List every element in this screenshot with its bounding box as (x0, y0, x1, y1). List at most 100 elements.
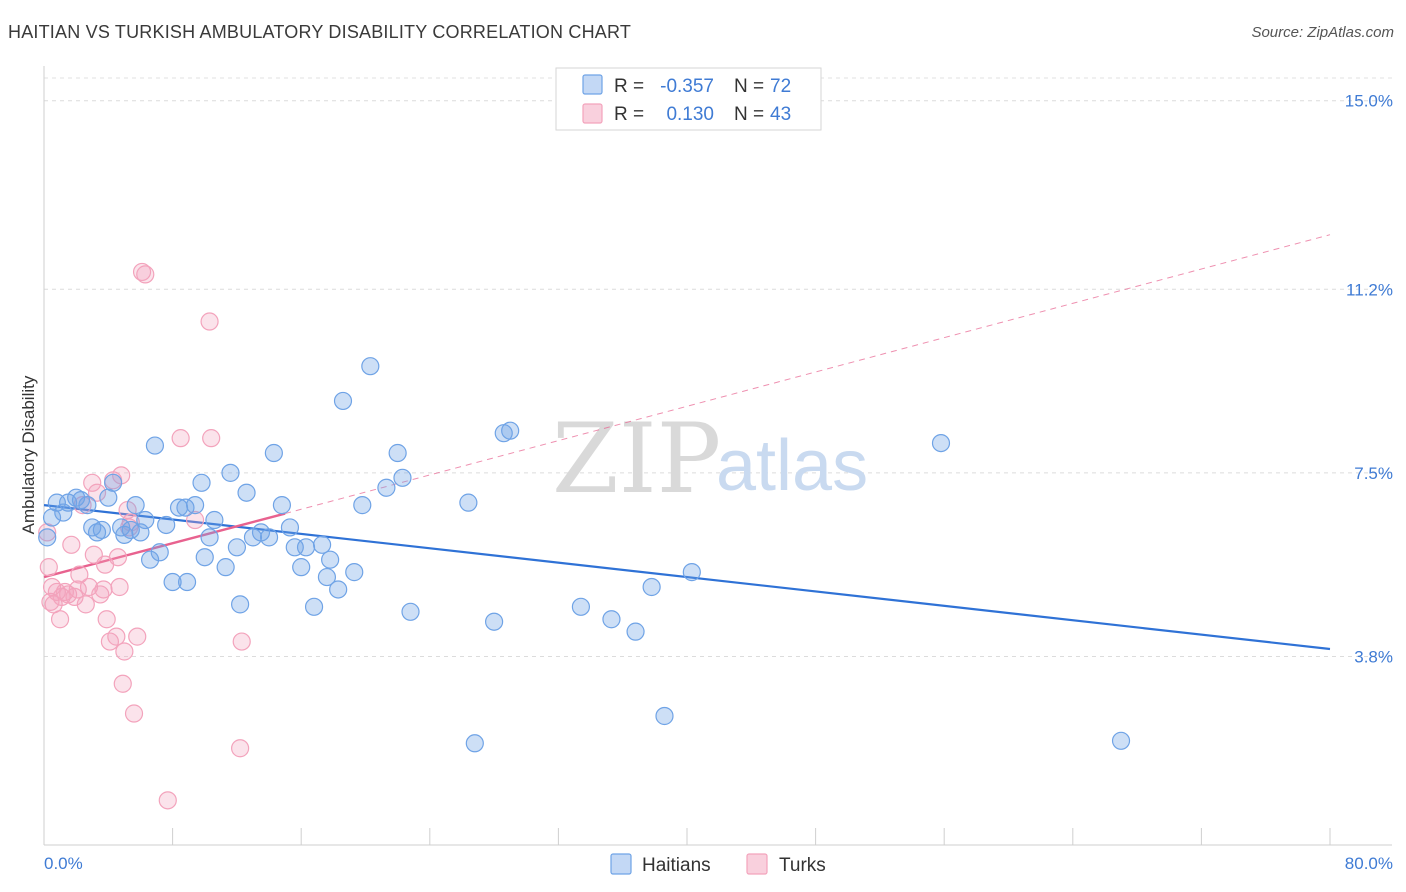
legend-r-label-haitians: R = (614, 76, 644, 97)
point-turks-20 (91, 585, 110, 604)
point-haitians-19 (140, 550, 160, 569)
y-tick-labels: 3.8% 7.5% 11.2% 15.0% (1345, 92, 1393, 667)
point-turks-17 (83, 473, 102, 492)
point-turks-2 (41, 592, 60, 611)
point-haitians-16 (126, 496, 145, 515)
chart-title: HAITIAN VS TURKISH AMBULATORY DISABILITY… (8, 22, 632, 42)
point-turks-27 (108, 548, 128, 567)
point-haitians-22 (157, 515, 176, 535)
point-haitians-18 (136, 510, 155, 530)
point-haitians-48 (317, 567, 337, 587)
point-turks-41 (186, 510, 205, 530)
bottom-legend-swatch-turks (746, 853, 768, 875)
point-turks-19 (87, 483, 107, 502)
legend-n-value-turks: 43 (770, 104, 791, 125)
point-haitians-58 (401, 602, 420, 621)
point-haitians-44 (292, 558, 311, 577)
point-haitians-12 (104, 473, 123, 492)
point-haitians-49 (321, 550, 340, 569)
point-haitians-68 (655, 706, 674, 726)
point-turks-43 (202, 429, 221, 448)
point-haitians-71 (1111, 731, 1131, 750)
point-haitians-27 (186, 496, 205, 515)
point-turks-13 (70, 565, 89, 584)
point-turks-31 (115, 642, 134, 661)
legend-swatch-haitians (582, 74, 603, 95)
legend-r-value-turks: 0.130 (666, 104, 714, 125)
point-haitians-34 (227, 538, 246, 557)
x-tick-label-max: 80.0% (1345, 854, 1393, 873)
point-haitians-10 (92, 520, 111, 540)
series-legend: Haitians Turks (610, 853, 826, 876)
correlation-legend: R = -0.357 N = 72 R = 0.130 N = 43 (555, 67, 822, 131)
point-haitians-55 (377, 478, 396, 497)
point-haitians-30 (200, 528, 219, 547)
axes (43, 66, 1392, 846)
point-haitians-63 (501, 421, 520, 440)
point-turks-40 (171, 429, 190, 448)
point-haitians-35 (231, 595, 250, 614)
point-haitians-21 (150, 543, 169, 562)
point-haitians-26 (177, 572, 197, 592)
point-haitians-60 (465, 734, 484, 753)
point-haitians-52 (345, 563, 364, 582)
trendline-turks-extension (284, 234, 1331, 515)
point-haitians-65 (602, 610, 621, 629)
bottom-legend-label-turks: Turks (779, 855, 826, 876)
y-tick-label-3: 15.0% (1345, 92, 1393, 111)
point-haitians-59 (459, 493, 478, 512)
point-haitians-32 (216, 558, 235, 577)
point-haitians-50 (329, 580, 348, 599)
legend-r-label-turks: R = (614, 104, 644, 125)
watermark-atlas: atlas (716, 426, 868, 506)
legend-swatch-turks (582, 103, 603, 124)
point-turks-38 (136, 265, 155, 284)
point-haitians-66 (626, 622, 645, 641)
point-haitians-7 (78, 496, 97, 515)
point-turks-39 (158, 791, 177, 810)
point-haitians-53 (353, 496, 372, 515)
point-haitians-33 (221, 463, 240, 482)
bottom-legend-swatch-haitians (610, 853, 632, 875)
legend-r-value-haitians: -0.357 (660, 76, 714, 97)
y-tick-label-0: 3.8% (1354, 647, 1393, 666)
point-turks-35 (124, 704, 144, 723)
x-tick-label-min: 0.0% (44, 854, 83, 873)
point-haitians-56 (388, 443, 407, 463)
point-turks-37 (132, 262, 152, 282)
point-turks-23 (97, 610, 116, 629)
legend-n-value-haitians: 72 (770, 76, 791, 97)
x-tick-labels: 0.0% 80.0% (44, 854, 1393, 873)
point-haitians-39 (259, 528, 279, 547)
point-haitians-3 (54, 503, 73, 522)
point-haitians-42 (280, 518, 300, 537)
point-turks-28 (110, 577, 129, 597)
point-turks-6 (50, 610, 70, 629)
point-haitians-47 (312, 535, 332, 554)
point-haitians-54 (361, 357, 380, 376)
point-haitians-69 (682, 563, 701, 582)
point-turks-21 (94, 580, 113, 599)
y-tick-label-1: 7.5% (1354, 464, 1393, 483)
y-axis-label: Ambulatory Disability (19, 375, 38, 534)
point-turks-36 (128, 627, 147, 646)
legend-n-label-haitians: N = (734, 76, 764, 97)
watermark: ZIP atlas (552, 403, 868, 515)
point-haitians-0 (38, 528, 57, 547)
point-turks-12 (68, 580, 87, 599)
data-points (38, 262, 1131, 810)
watermark-zip: ZIP (552, 403, 721, 515)
y-tick-label-2: 11.2% (1346, 280, 1393, 299)
point-turks-15 (76, 595, 95, 614)
point-haitians-70 (931, 433, 951, 453)
point-haitians-28 (192, 473, 211, 492)
bottom-legend-label-haitians: Haitians (642, 855, 711, 876)
point-haitians-31 (205, 510, 224, 530)
point-haitians-67 (642, 577, 661, 597)
point-haitians-9 (87, 523, 107, 542)
chart-source: Source: ZipAtlas.com (1251, 24, 1394, 41)
point-haitians-40 (264, 443, 283, 463)
point-haitians-51 (333, 391, 353, 411)
point-turks-30 (113, 674, 132, 693)
point-haitians-46 (304, 597, 324, 616)
